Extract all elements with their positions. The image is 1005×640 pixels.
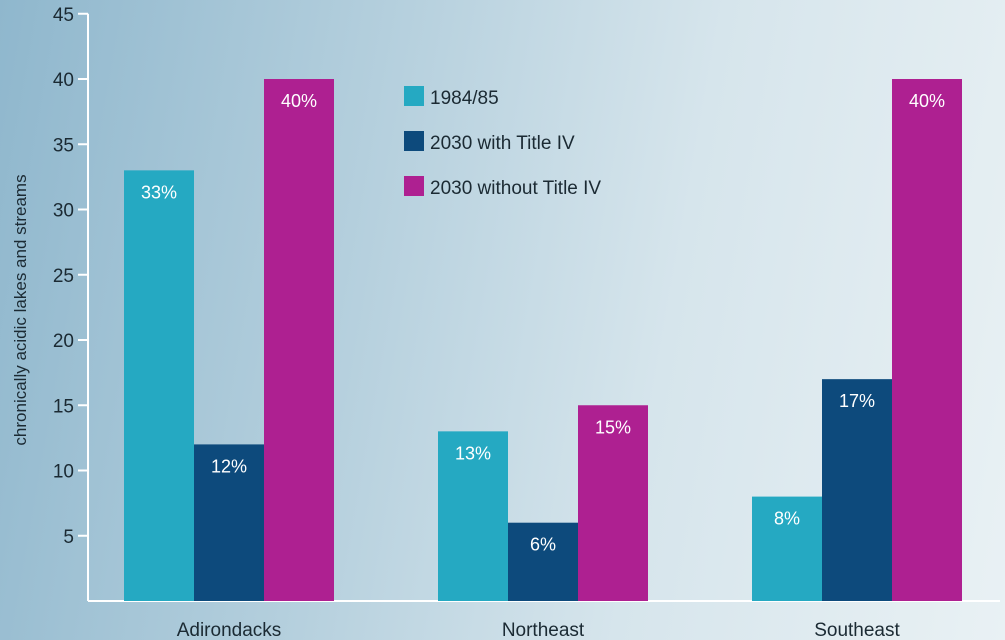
bar (892, 79, 962, 601)
category-label: Southeast (814, 620, 900, 640)
legend-label: 2030 with Title IV (430, 133, 575, 154)
category-label: Adirondacks (177, 620, 282, 640)
bar-data-label: 12% (211, 456, 247, 476)
bars: 33% 13% 8% 12% 6% 17% 40% 15% 40% (124, 79, 962, 601)
y-tick-label: 45 (53, 5, 74, 26)
legend-swatch (404, 86, 424, 106)
y-tick-label: 25 (53, 266, 74, 287)
y-tick-label: 5 (63, 527, 74, 548)
legend-label: 1984/85 (430, 88, 499, 109)
bar (578, 405, 648, 601)
bar-data-label: 40% (909, 91, 945, 111)
bar (822, 379, 892, 601)
bar (508, 522, 578, 601)
y-tick-label: 30 (53, 201, 74, 222)
bar-data-label: 13% (455, 443, 491, 463)
legend-label: 2030 without Title IV (430, 178, 601, 199)
bar-data-label: 15% (595, 417, 631, 437)
y-tick-label: 40 (53, 70, 74, 91)
y-tick-label: 10 (53, 462, 74, 483)
y-tick-label: 15 (53, 396, 74, 417)
bar-data-label: 40% (281, 91, 317, 111)
y-tick-label: 35 (53, 135, 74, 156)
bar-data-label: 33% (141, 182, 177, 202)
bar-data-label: 8% (774, 509, 800, 529)
bar-data-label: 6% (530, 535, 556, 555)
bar (752, 496, 822, 601)
legend-swatch (404, 176, 424, 196)
category-labels: Adirondacks Northeast Southeast (177, 620, 901, 640)
bar (438, 431, 508, 601)
bar (264, 79, 334, 601)
bar (124, 170, 194, 601)
legend-swatch (404, 131, 424, 151)
legend: 1984/85 2030 with Title IV 2030 without Ti… (404, 86, 601, 199)
y-tick-label: 20 (53, 331, 74, 352)
category-label: Northeast (502, 620, 585, 640)
bar-data-label: 17% (839, 391, 875, 411)
bar (194, 444, 264, 601)
y-axis-label: chronically acidic lakes and streams (11, 174, 30, 445)
